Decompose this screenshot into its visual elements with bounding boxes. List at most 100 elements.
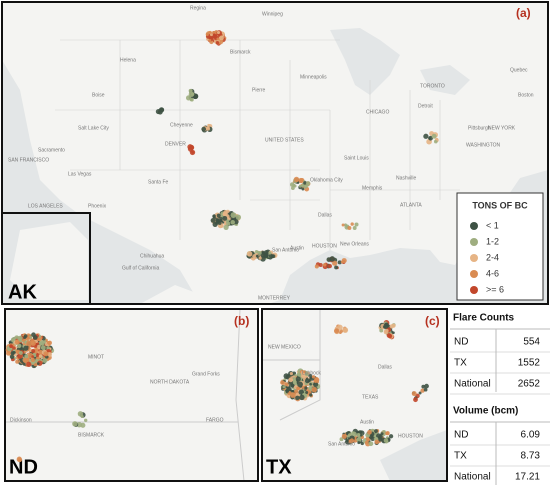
flare-dot: [155, 109, 161, 115]
place-label: HOUSTON: [312, 243, 337, 249]
flare-dot: [268, 253, 274, 259]
place-label: Minneapolis: [300, 74, 327, 80]
flare-dot: [223, 210, 228, 215]
flare-dot: [9, 354, 15, 360]
flare-dot: [219, 35, 224, 41]
legend-swatch: [470, 270, 478, 278]
panel-frame: [4, 308, 259, 482]
flare-dot: [212, 31, 215, 34]
flare-dot: [257, 251, 262, 255]
flare-dot: [352, 226, 357, 230]
place-label: Quebec: [510, 67, 528, 73]
flare-dot: [302, 370, 306, 374]
flare-dot: [9, 344, 13, 349]
legend-label: 1-2: [486, 236, 499, 246]
place-label: Dallas: [378, 364, 392, 370]
flare-dot: [293, 176, 300, 183]
place-label: San Antonio: [272, 247, 299, 253]
row-value: 1552: [518, 358, 541, 369]
flare-dot: [309, 393, 313, 397]
flare-dot: [76, 421, 83, 428]
flare-dot: [209, 36, 214, 40]
flare-dot: [35, 347, 38, 351]
row-value: 17.21: [515, 472, 540, 483]
legend-swatch: [470, 286, 478, 294]
flare-dot: [263, 254, 268, 258]
flare-dot: [235, 214, 242, 221]
place-label: LOS ANGELES: [28, 203, 63, 209]
flare-dot: [359, 433, 363, 437]
flare-dot: [337, 324, 343, 331]
table-title: Volume (bcm): [453, 406, 518, 417]
tables: Flare Counts ND 554 TX 1552 National 2652 Volum…: [450, 313, 550, 485]
flare-dot: [301, 184, 305, 188]
flare-dot: [370, 436, 376, 442]
flare-dot: [304, 378, 311, 384]
flare-dot: [424, 383, 429, 389]
flare-dot: [72, 421, 78, 427]
row-label: ND: [454, 337, 468, 348]
flare-dot: [17, 343, 22, 349]
place-label: WASHINGTON: [466, 142, 501, 148]
flare-dot: [252, 254, 258, 260]
flare-dot: [333, 328, 340, 334]
flare-dot: [297, 372, 302, 377]
flare-dot: [268, 251, 272, 255]
flare-dot: [374, 439, 380, 445]
flare-dot: [341, 223, 345, 227]
flare-dot: [374, 429, 378, 433]
flare-dot: [322, 263, 327, 267]
place-label: FARGO: [206, 417, 224, 423]
row-label: National: [454, 379, 491, 390]
place-label: Regina: [190, 5, 206, 11]
flare-dot: [43, 351, 49, 357]
place-label: CHICAGO: [366, 109, 389, 115]
flare-dot: [216, 30, 221, 35]
flare-dot: [299, 394, 305, 401]
flare-dot: [35, 340, 38, 343]
flare-dot: [346, 439, 349, 443]
flare-dot: [392, 331, 395, 335]
flare-dot: [366, 438, 370, 442]
flare-dot: [303, 393, 307, 397]
flare-dot: [230, 212, 237, 218]
flare-dot: [304, 372, 309, 377]
place-label: MINOT: [88, 354, 104, 360]
place-label: DENVER: [165, 141, 186, 147]
place-label: HOUSTON: [398, 433, 423, 439]
flare-dot: [383, 438, 389, 443]
flare-dot: [207, 123, 211, 127]
flare-dot: [341, 433, 347, 439]
flare-dot: [332, 260, 338, 266]
place-label: Salt Lake City: [78, 125, 109, 131]
flare-dot: [311, 375, 316, 379]
flare-dot: [290, 383, 295, 388]
flare-dot: [26, 361, 32, 368]
inset-label: AK: [8, 281, 37, 303]
place-label: Oklahoma City: [310, 177, 343, 183]
place-label: UNITED STATES: [265, 137, 304, 143]
flare-dot: [17, 457, 23, 463]
row-value: 2652: [518, 379, 541, 390]
flare-dot: [358, 430, 363, 435]
panel-tag: (b): [234, 314, 249, 328]
flare-dot: [14, 353, 18, 357]
table-title: Flare Counts: [453, 313, 515, 324]
flare-dot: [423, 387, 428, 392]
flare-dot: [216, 213, 221, 218]
flare-dot: [349, 438, 355, 443]
flare-dot: [31, 349, 36, 353]
place-label: Dallas: [318, 212, 332, 218]
flare-dot: [205, 32, 209, 37]
flare-dot: [23, 345, 29, 351]
flare-dot: [212, 214, 216, 218]
flare-dot: [337, 260, 342, 265]
flare-dot: [351, 431, 355, 435]
flare-dot: [258, 256, 262, 260]
flare-dot: [190, 92, 195, 96]
flare-dot: [356, 433, 361, 437]
flare-dot: [215, 41, 220, 45]
row-value: 6.09: [521, 430, 541, 441]
flare-dot: [46, 340, 51, 345]
flare-dot: [384, 322, 389, 327]
